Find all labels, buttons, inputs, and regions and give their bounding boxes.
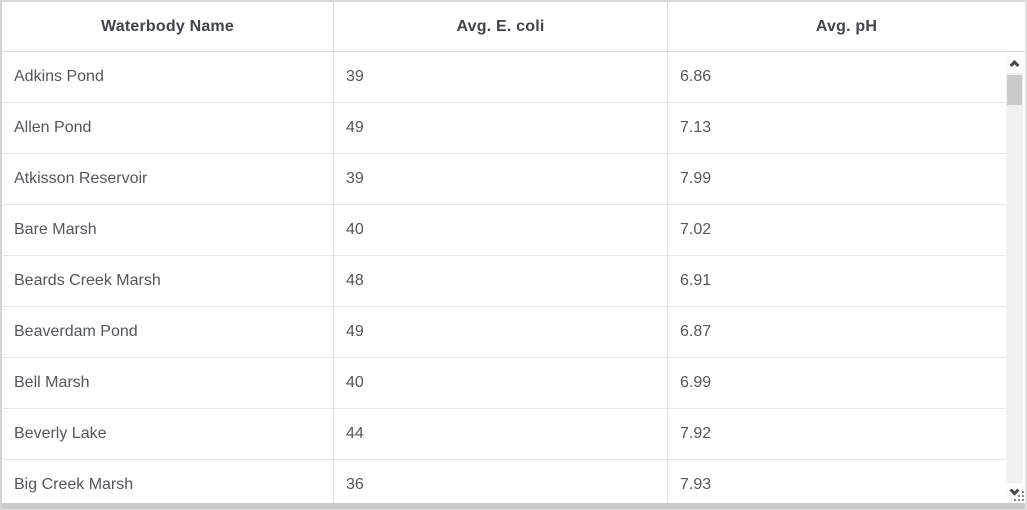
cell-avg-ph[interactable]: 6.87: [668, 307, 1008, 358]
cell-waterbody-name[interactable]: Adkins Pond: [2, 52, 334, 103]
cell-avg-ph[interactable]: 7.92: [668, 409, 1008, 460]
cell-avg-ecoli[interactable]: 39: [334, 154, 668, 205]
cell-avg-ecoli[interactable]: 36: [334, 460, 668, 510]
vertical-scrollbar[interactable]: [1006, 53, 1023, 503]
cell-waterbody-name[interactable]: Bare Marsh: [2, 205, 334, 256]
column-header-avg-ecoli[interactable]: Avg. E. coli: [334, 2, 668, 51]
cell-avg-ecoli[interactable]: 40: [334, 205, 668, 256]
cell-avg-ecoli[interactable]: 49: [334, 103, 668, 154]
chevron-up-icon: [1009, 59, 1020, 70]
scroll-up-button[interactable]: [1006, 53, 1023, 73]
cell-waterbody-name[interactable]: Beverly Lake: [2, 409, 334, 460]
cell-waterbody-name[interactable]: Big Creek Marsh: [2, 460, 334, 510]
table-row[interactable]: Big Creek Marsh 36 7.93: [2, 460, 1008, 510]
cell-avg-ph[interactable]: 6.91: [668, 256, 1008, 307]
table-row[interactable]: Atkisson Reservoir 39 7.99: [2, 154, 1008, 205]
cell-avg-ph[interactable]: 7.02: [668, 205, 1008, 256]
table-body: Adkins Pond 39 6.86 Allen Pond 49 7.13 Atkisso…: [2, 52, 1008, 510]
cell-avg-ph[interactable]: 6.99: [668, 358, 1008, 409]
cell-avg-ecoli[interactable]: 40: [334, 358, 668, 409]
cell-waterbody-name[interactable]: Beards Creek Marsh: [2, 256, 334, 307]
table-row[interactable]: Bell Marsh 40 6.99: [2, 358, 1008, 409]
table-row[interactable]: Beverly Lake 44 7.92: [2, 409, 1008, 460]
cell-waterbody-name[interactable]: Beaverdam Pond: [2, 307, 334, 358]
cell-avg-ecoli[interactable]: 44: [334, 409, 668, 460]
table-row[interactable]: Adkins Pond 39 6.86: [2, 52, 1008, 103]
table-header-row: Waterbody Name Avg. E. coli Avg. pH: [2, 2, 1025, 52]
table-row[interactable]: Bare Marsh 40 7.02: [2, 205, 1008, 256]
cell-avg-ph[interactable]: 6.86: [668, 52, 1008, 103]
table-row[interactable]: Beards Creek Marsh 48 6.91: [2, 256, 1008, 307]
cell-avg-ecoli[interactable]: 49: [334, 307, 668, 358]
cell-avg-ph[interactable]: 7.13: [668, 103, 1008, 154]
cell-avg-ph[interactable]: 7.93: [668, 460, 1008, 510]
column-header-avg-ph[interactable]: Avg. pH: [815, 17, 878, 35]
scrollbar-thumb[interactable]: [1007, 75, 1022, 105]
cell-avg-ecoli[interactable]: 39: [334, 52, 668, 103]
table-row[interactable]: Beaverdam Pond 49 6.87: [2, 307, 1008, 358]
resize-grip-icon[interactable]: [1012, 481, 1024, 501]
cell-waterbody-name[interactable]: Allen Pond: [2, 103, 334, 154]
table-row[interactable]: Allen Pond 49 7.13: [2, 103, 1008, 154]
cell-waterbody-name[interactable]: Bell Marsh: [2, 358, 334, 409]
bottom-bar: [2, 503, 1025, 510]
cell-avg-ph[interactable]: 7.99: [668, 154, 1008, 205]
cell-waterbody-name[interactable]: Atkisson Reservoir: [2, 154, 334, 205]
cell-avg-ecoli[interactable]: 48: [334, 256, 668, 307]
scroll-down-button[interactable]: [1006, 483, 1023, 503]
column-header-waterbody-name[interactable]: Waterbody Name: [2, 2, 334, 51]
